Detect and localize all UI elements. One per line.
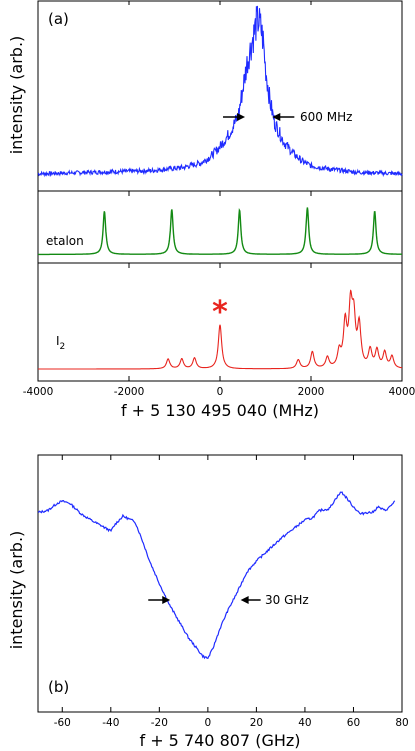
laser-spectrum-line: [37, 5, 403, 178]
panel-b-plot: [37, 491, 396, 660]
x-tick-label: 0: [205, 717, 212, 729]
linewidth-annotation-b: 30 GHz: [265, 593, 309, 607]
arrow-left-b-head: [162, 596, 171, 604]
x-tick-label: 80: [395, 717, 408, 729]
x-tick-label: -40: [102, 717, 119, 729]
arrow-right-b-head: [240, 596, 249, 604]
etalon-label: etalon: [46, 234, 84, 248]
panel-a-x-axis: -4000 -2000 0 2000 4000: [23, 1, 415, 398]
iodine-plot: [38, 289, 403, 370]
panel-b-y-axis-label: intensity (arb.): [7, 531, 26, 650]
panel-a-top-frame: [37, 0, 403, 192]
x-tick-label: 20: [250, 717, 263, 729]
arrow-right-a-head: [272, 113, 281, 121]
x-tick-label: -4000: [23, 386, 54, 398]
panel-a-label: (a): [48, 10, 69, 28]
panel-b-x-axis-label: f + 5 740 807 (GHz): [139, 731, 300, 750]
iodine-line: [38, 289, 403, 370]
x-tick-label: -20: [151, 717, 168, 729]
iodine-reference-star-marker: *: [212, 295, 228, 330]
panel-b-label: (b): [48, 678, 69, 696]
panel-a-y-axis-label: intensity (arb.): [7, 36, 26, 155]
iodine-label: I2: [56, 334, 65, 352]
etalon-plot: [38, 207, 402, 256]
laser-spectrum-plot: [37, 5, 403, 178]
linewidth-annotation-a: 600 MHz: [300, 110, 352, 124]
x-tick-label: 4000: [389, 386, 415, 398]
x-tick-label: -2000: [114, 386, 145, 398]
panel-b-line: [37, 491, 396, 660]
panel-b-frame: [37, 454, 403, 713]
linewidth-arrows-b: [148, 596, 261, 604]
x-tick-label: 40: [298, 717, 311, 729]
etalon-line: [38, 207, 402, 256]
arrow-left-a-head: [237, 113, 246, 121]
x-tick-label: 2000: [298, 386, 325, 398]
panel-b-x-axis: -60 -40 -20 0 20 40 60 80: [54, 455, 409, 729]
panel-a-x-axis-label: f + 5 130 495 040 (MHz): [121, 401, 319, 420]
panel-a-mid-frame: [37, 190, 403, 264]
x-tick-label: 60: [347, 717, 360, 729]
linewidth-arrows-a: [223, 113, 295, 121]
x-tick-label: -60: [54, 717, 71, 729]
x-tick-label: 0: [217, 386, 224, 398]
